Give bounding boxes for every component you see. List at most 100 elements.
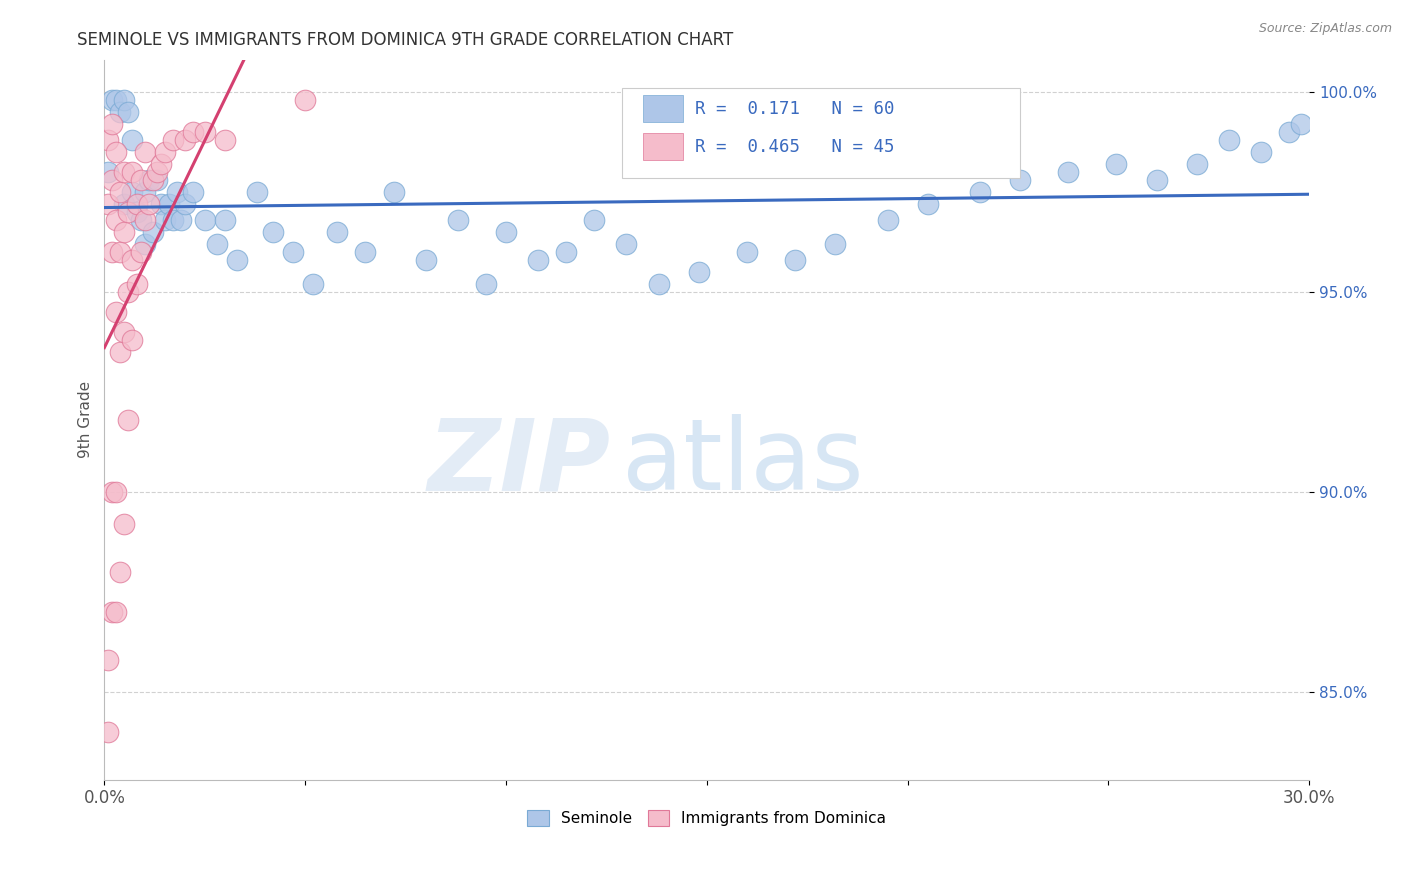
Point [114, 196, 136, 211]
Point [105, 605, 128, 619]
Point [281, 244, 304, 259]
Point [101, 172, 124, 186]
Point [97, 196, 120, 211]
Point [205, 236, 228, 251]
Point [138, 172, 160, 186]
Point [1146, 172, 1168, 186]
Point [110, 104, 132, 119]
Point [134, 185, 156, 199]
Point [149, 196, 172, 211]
Point [1057, 164, 1080, 178]
Y-axis label: 9th Grade: 9th Grade [79, 381, 93, 458]
Point [114, 225, 136, 239]
Point [117, 412, 139, 426]
Text: atlas: atlas [623, 414, 865, 511]
Point [162, 212, 184, 227]
Point [142, 225, 165, 239]
Point [117, 104, 139, 119]
Point [166, 185, 188, 199]
Point [97, 724, 120, 739]
Point [110, 344, 132, 359]
Point [194, 212, 217, 227]
Point [110, 565, 132, 579]
Point [170, 212, 193, 227]
Point [129, 244, 152, 259]
Point [475, 277, 498, 291]
Point [647, 277, 669, 291]
Point [1105, 156, 1128, 170]
Point [302, 277, 325, 291]
Point [105, 145, 128, 159]
Point [129, 212, 152, 227]
Point [824, 236, 846, 251]
Text: R =  0.465   N = 45: R = 0.465 N = 45 [695, 137, 894, 156]
Point [114, 516, 136, 531]
Point [153, 212, 176, 227]
Point [138, 196, 160, 211]
Point [110, 244, 132, 259]
Point [917, 196, 939, 211]
Point [134, 212, 156, 227]
Point [447, 212, 470, 227]
Text: Source: ZipAtlas.com: Source: ZipAtlas.com [1258, 22, 1392, 36]
Point [97, 652, 120, 666]
Point [125, 277, 148, 291]
Point [785, 252, 807, 267]
Point [105, 304, 128, 318]
Point [555, 244, 578, 259]
Point [101, 605, 124, 619]
Point [181, 125, 204, 139]
Point [1289, 117, 1312, 131]
Point [354, 244, 377, 259]
Point [1218, 133, 1240, 147]
Point [149, 156, 172, 170]
Point [876, 212, 898, 227]
Legend: Seminole, Immigrants from Dominica: Seminole, Immigrants from Dominica [527, 810, 886, 826]
Point [105, 212, 128, 227]
Point [97, 164, 120, 178]
Point [527, 252, 550, 267]
Point [142, 172, 165, 186]
Point [125, 196, 148, 211]
Point [415, 252, 437, 267]
Point [114, 325, 136, 339]
Point [114, 164, 136, 178]
Point [157, 196, 180, 211]
Point [117, 204, 139, 219]
Point [105, 93, 128, 107]
Bar [643, 133, 683, 161]
Bar [643, 95, 683, 122]
Point [121, 252, 143, 267]
Point [1185, 156, 1208, 170]
Point [616, 236, 638, 251]
Point [114, 93, 136, 107]
Point [101, 93, 124, 107]
Point [495, 225, 517, 239]
Point [969, 185, 991, 199]
Point [162, 133, 184, 147]
Point [121, 164, 143, 178]
Point [129, 172, 152, 186]
Point [134, 236, 156, 251]
Point [173, 133, 195, 147]
Point [101, 244, 124, 259]
Point [735, 244, 758, 259]
Point [145, 164, 167, 178]
Point [121, 133, 143, 147]
Text: SEMINOLE VS IMMIGRANTS FROM DOMINICA 9TH GRADE CORRELATION CHART: SEMINOLE VS IMMIGRANTS FROM DOMINICA 9TH… [77, 31, 734, 49]
Point [1278, 125, 1301, 139]
Point [105, 484, 128, 499]
Point [214, 212, 236, 227]
Point [294, 93, 316, 107]
Point [181, 185, 204, 199]
Point [226, 252, 249, 267]
Point [1010, 172, 1032, 186]
Point [117, 285, 139, 299]
Point [101, 484, 124, 499]
Point [134, 145, 156, 159]
Point [688, 264, 710, 278]
Point [214, 133, 236, 147]
Point [121, 333, 143, 347]
Point [121, 185, 143, 199]
Point [262, 225, 284, 239]
